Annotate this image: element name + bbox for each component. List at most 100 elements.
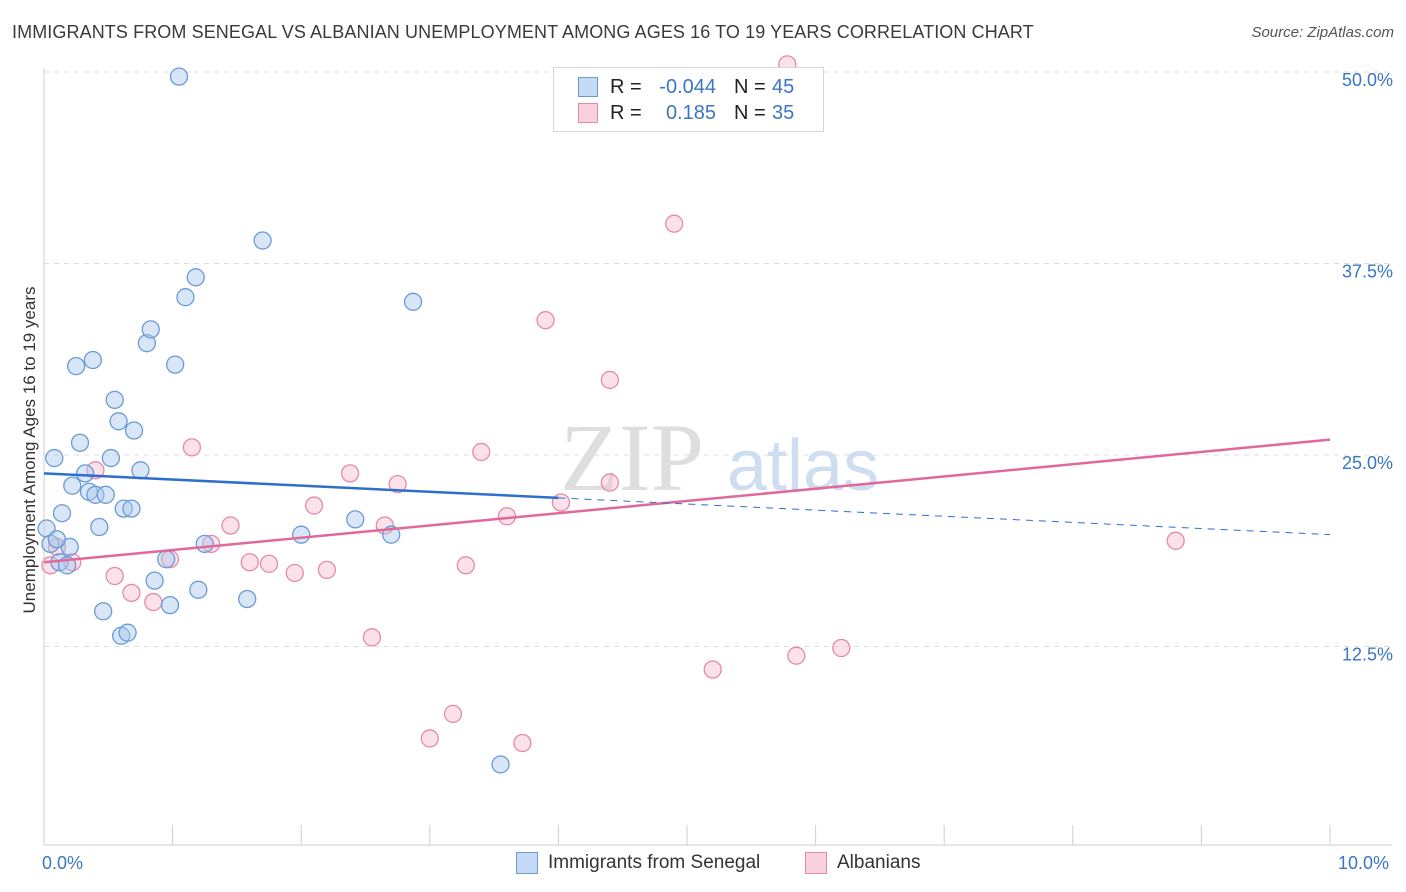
- n-label: N =: [734, 75, 766, 98]
- trend-lines: [43, 438, 1331, 564]
- senegal-point: [124, 421, 144, 440]
- albanians-point: [259, 554, 279, 573]
- legend-row-albanians: R = 0.185 N = 35: [578, 101, 794, 125]
- albanians-legend-label: Albanians: [837, 852, 921, 873]
- senegal-trend-extension: [558, 497, 1331, 536]
- albanians-point: [304, 496, 324, 515]
- albanians-trend-line: [43, 438, 1331, 564]
- albanians-point: [600, 473, 619, 492]
- senegal-point: [137, 334, 157, 353]
- bottom-legend-albanians: Albanians: [805, 852, 920, 874]
- senegal-trend-line: [43, 472, 559, 500]
- y-tick-label: 50.0%: [1342, 70, 1393, 90]
- senegal-point: [47, 530, 67, 549]
- senegal-point: [253, 231, 272, 250]
- senegal-point: [292, 525, 311, 544]
- senegal-point: [76, 464, 95, 483]
- senegal-legend-label: Immigrants from Senegal: [548, 852, 761, 873]
- senegal-point: [403, 292, 423, 311]
- senegal-point: [169, 67, 189, 86]
- senegal-legend-swatch: [516, 852, 538, 874]
- senegal-point: [141, 320, 160, 339]
- senegal-point: [189, 580, 208, 599]
- albanians-points: [41, 55, 1185, 753]
- albanians-point: [664, 214, 684, 233]
- senegal-point: [67, 356, 86, 376]
- senegal-point: [63, 476, 82, 495]
- albanians-point: [600, 370, 619, 390]
- y-tick-label: 25.0%: [1342, 453, 1393, 473]
- albanians-point: [105, 566, 124, 586]
- senegal-point: [122, 499, 141, 518]
- bottom-legend-senegal: Immigrants from Senegal: [516, 852, 760, 874]
- albanians-point: [513, 733, 532, 753]
- senegal-point: [491, 755, 510, 774]
- albanians-point: [317, 560, 337, 580]
- albanians-point: [536, 311, 555, 330]
- legend-row-senegal: R = -0.044 N = 45: [578, 75, 794, 99]
- senegal-point: [94, 602, 113, 621]
- senegal-point: [186, 268, 205, 287]
- n-value: 45: [772, 75, 795, 98]
- albanians-point: [362, 628, 382, 647]
- n-value: 35: [772, 101, 795, 124]
- senegal-point: [114, 499, 133, 518]
- senegal-point: [105, 390, 124, 409]
- y-axis-label: Unemployment Among Ages 16 to 19 years: [20, 286, 39, 614]
- senegal-point: [145, 571, 164, 590]
- senegal-point: [118, 623, 137, 642]
- senegal-point: [109, 412, 128, 431]
- senegal-point: [101, 448, 121, 468]
- albanians-point: [787, 646, 806, 665]
- albanians-point: [285, 563, 304, 583]
- albanians-point: [221, 516, 240, 535]
- senegal-point: [90, 517, 109, 537]
- senegal-point: [131, 461, 150, 480]
- y-tick-label: 37.5%: [1342, 262, 1393, 282]
- senegal-point: [166, 355, 185, 374]
- y-tick-label: 12.5%: [1342, 645, 1393, 665]
- senegal-point: [83, 350, 103, 370]
- albanians-point: [443, 704, 463, 724]
- r-value: 0.185: [665, 101, 716, 124]
- r-value: -0.044: [659, 75, 716, 98]
- chart-title: IMMIGRANTS FROM SENEGAL VS ALBANIAN UNEM…: [12, 22, 1034, 42]
- albanians-point: [388, 474, 407, 494]
- n-label: N =: [734, 101, 766, 124]
- albanians-point: [420, 729, 439, 748]
- senegal-point: [238, 589, 257, 609]
- senegal-point: [45, 448, 64, 468]
- r-label: R =: [610, 101, 642, 124]
- r-label: R =: [610, 75, 642, 98]
- albanians-point: [703, 660, 722, 679]
- albanians-swatch: [578, 103, 598, 123]
- albanians-point: [182, 438, 202, 457]
- senegal-point: [176, 288, 195, 307]
- albanians-point: [472, 442, 491, 462]
- y-axis-label-wrap: Unemployment Among Ages 16 to 19 years: [18, 70, 42, 830]
- senegal-point: [70, 433, 90, 452]
- senegal-point: [160, 595, 180, 615]
- senegal-points: [37, 67, 510, 774]
- albanians-point: [202, 534, 221, 554]
- albanians-point: [456, 556, 475, 575]
- albanians-point: [144, 592, 163, 612]
- albanians-point: [240, 553, 259, 572]
- axes: [43, 68, 1392, 846]
- senegal-point: [195, 534, 214, 554]
- senegal-point: [52, 504, 72, 523]
- albanians-point: [340, 464, 360, 483]
- senegal-point: [86, 485, 105, 504]
- watermark: ZIP atlas: [560, 404, 879, 511]
- y-tick-labels: 12.5% 25.0% 37.5% 50.0%: [1342, 70, 1393, 665]
- source-label: Source: ZipAtlas.com: [1251, 24, 1394, 41]
- x-min-label: 0.0%: [42, 853, 84, 873]
- albanians-legend-swatch: [805, 852, 827, 874]
- x-max-label: 10.0%: [1338, 853, 1390, 873]
- correlation-legend: R = -0.044 N = 45 R = 0.185 N = 35: [553, 67, 824, 132]
- senegal-point: [346, 510, 365, 529]
- albanians-point: [832, 638, 851, 658]
- senegal-swatch: [578, 77, 598, 97]
- senegal-point: [96, 485, 115, 504]
